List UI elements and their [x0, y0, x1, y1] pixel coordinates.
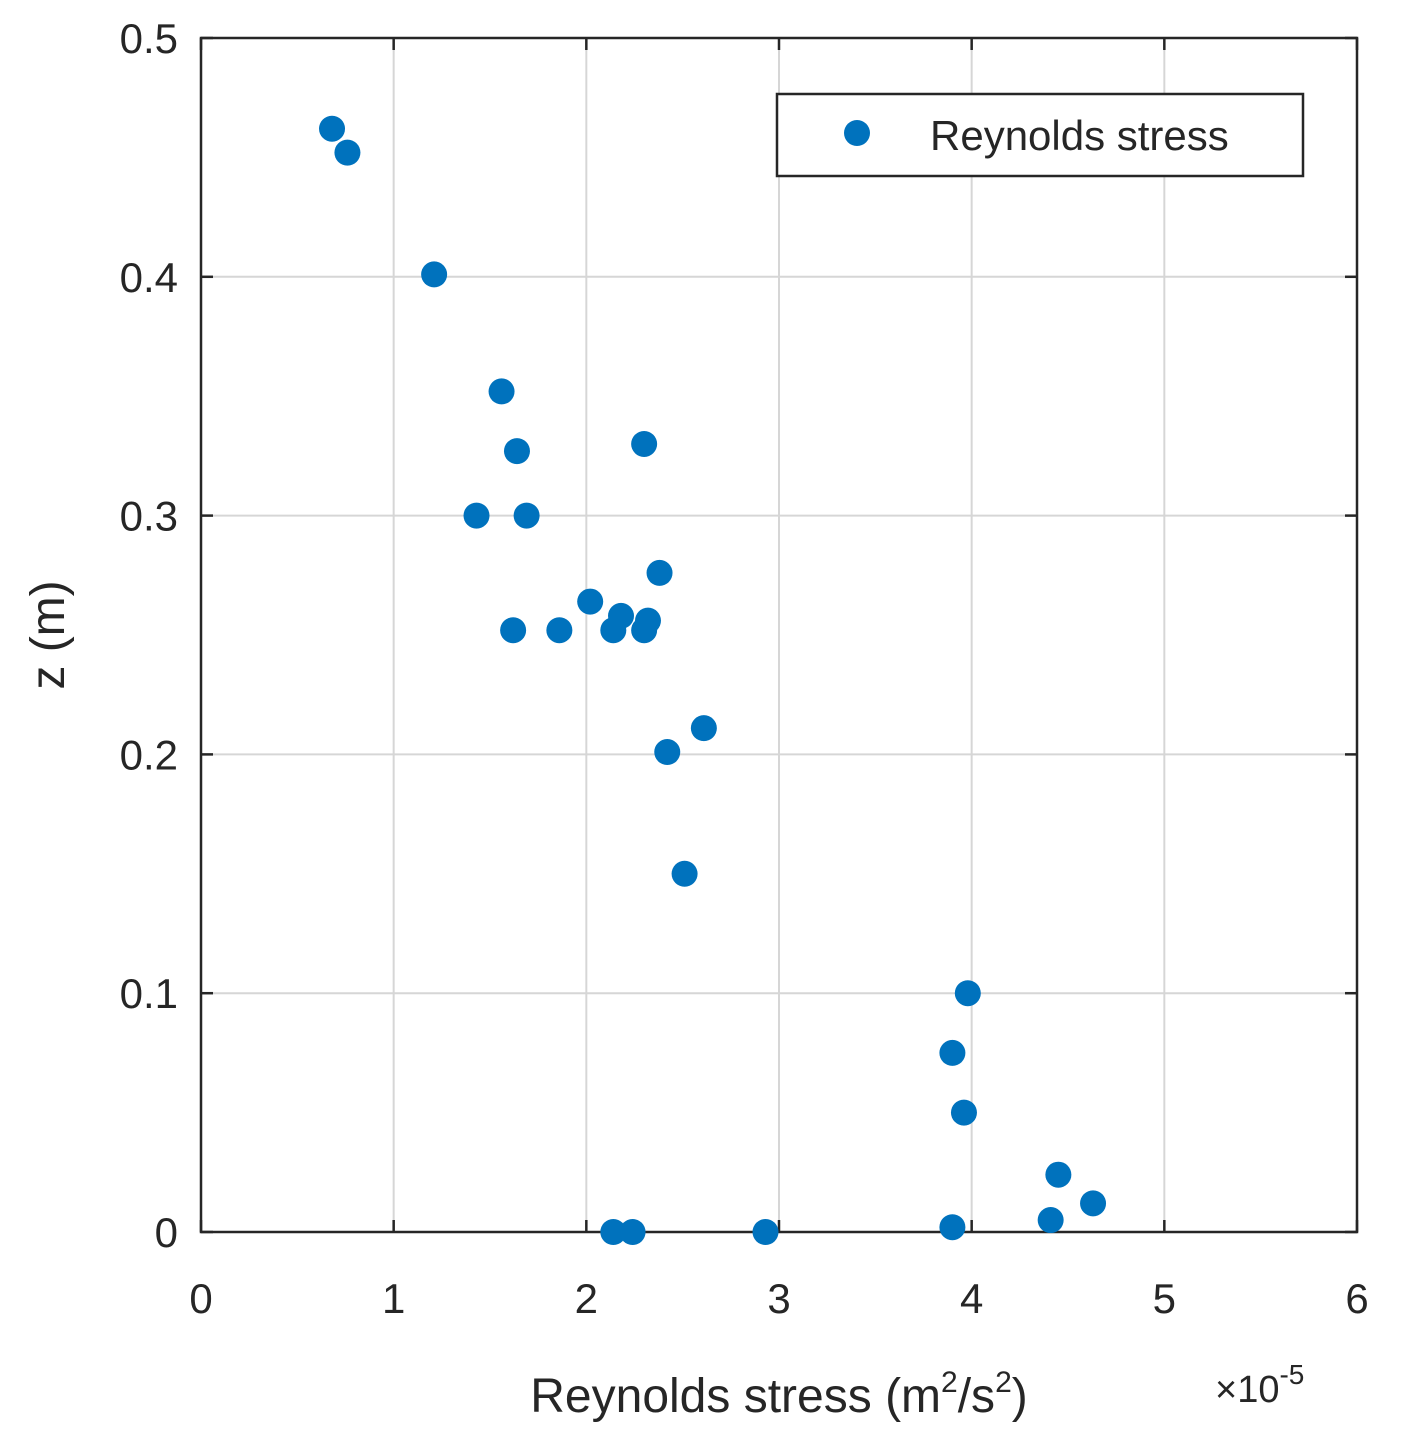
data-point: [752, 1219, 779, 1245]
y-axis-title: z (m): [22, 580, 75, 689]
data-point: [1080, 1190, 1107, 1217]
data-point: [631, 430, 658, 457]
data-point: [600, 617, 627, 644]
legend-label: Reynolds stress: [930, 112, 1229, 159]
y-tick-label: 0.1: [120, 970, 178, 1017]
y-tick-label: 0.3: [120, 493, 178, 540]
y-tick-label: 0: [155, 1209, 178, 1256]
data-point: [690, 715, 717, 742]
data-point: [646, 559, 673, 586]
data-point: [513, 502, 540, 529]
data-point: [954, 980, 981, 1007]
data-point: [654, 739, 681, 766]
x-axis-tick-labels: 0 1 2 3 4 5 6: [189, 1275, 1368, 1322]
legend: Reynolds stress: [775, 92, 1305, 178]
x-tick-label: 3: [767, 1275, 790, 1322]
legend-marker: [844, 120, 870, 146]
y-tick-label: 0.2: [120, 731, 178, 778]
data-point: [488, 378, 515, 405]
grid-lines: [201, 38, 1357, 1232]
x-tick-label: 6: [1345, 1275, 1368, 1322]
data-point: [577, 588, 604, 615]
x-axis-exponent-label: ×10-5: [1215, 1359, 1304, 1411]
data-point: [334, 139, 361, 166]
data-point: [503, 438, 530, 465]
y-axis-tick-labels: 0 0.1 0.2 0.3 0.4 0.5: [120, 15, 178, 1256]
data-point: [950, 1099, 977, 1126]
data-point: [631, 617, 658, 644]
data-point: [546, 617, 573, 644]
x-tick-label: 0: [189, 1275, 212, 1322]
x-tick-label: 5: [1153, 1275, 1176, 1322]
x-tick-label: 1: [382, 1275, 405, 1322]
x-axis-title: Reynolds stress (m2/s2): [530, 1366, 1027, 1423]
y-tick-label: 0.5: [120, 15, 178, 62]
x-tick-label: 4: [960, 1275, 983, 1322]
data-point: [600, 1219, 627, 1245]
tick-marks: [199, 36, 1359, 1234]
data-point: [939, 1039, 966, 1066]
x-tick-label: 2: [575, 1275, 598, 1322]
data-point: [463, 502, 490, 529]
data-point: [939, 1214, 966, 1241]
data-point: [619, 1219, 646, 1245]
data-points: [319, 115, 1107, 1245]
data-point: [500, 617, 527, 644]
y-tick-label: 0.4: [120, 254, 178, 301]
data-point: [319, 115, 346, 142]
data-point: [671, 860, 698, 887]
data-point: [1045, 1161, 1072, 1188]
data-point: [1037, 1207, 1064, 1234]
data-point: [421, 261, 448, 288]
